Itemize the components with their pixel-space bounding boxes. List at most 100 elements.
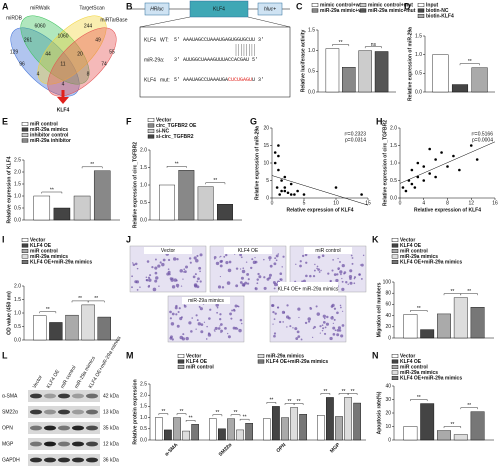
y-tick-label: 1.5: [14, 181, 21, 187]
point: [273, 161, 277, 165]
blot-band: [86, 457, 98, 463]
venn-count: 44: [45, 51, 51, 57]
cell: [225, 261, 229, 265]
point: [289, 182, 293, 186]
cell: [217, 285, 222, 289]
blot-band: [44, 425, 56, 431]
significance-bracket: [332, 44, 350, 47]
cell: [131, 286, 133, 289]
cell: [147, 276, 151, 279]
cell: [339, 270, 343, 274]
significance-label: **: [161, 409, 165, 415]
legend-label: miR-29a mimics: [400, 254, 438, 260]
cell: [185, 265, 189, 269]
blot-band: [30, 457, 42, 463]
x-tick-label: 16: [492, 200, 498, 206]
cell: [274, 257, 277, 260]
cell: [343, 271, 347, 274]
y-tick-label: 1.5: [14, 297, 21, 303]
point: [280, 179, 283, 182]
bar: [73, 195, 91, 221]
legend-label: biotin-NC: [426, 8, 449, 14]
legend-label: mimic control+wt: [320, 2, 362, 8]
cell: [219, 275, 222, 278]
cell: [340, 273, 342, 276]
significance-label: **: [339, 40, 343, 46]
cell: [225, 253, 228, 257]
cell: [227, 335, 231, 339]
fit-line: [399, 141, 496, 184]
point: [446, 165, 449, 168]
x-tick-label: 0: [271, 200, 274, 206]
cell: [246, 282, 250, 285]
y-tick-label: 1.0: [140, 415, 147, 421]
cell: [289, 325, 292, 328]
point: [296, 189, 299, 193]
y-tick-label: 20: [385, 324, 391, 330]
cell: [145, 279, 148, 281]
bar: [342, 66, 356, 93]
cell: [349, 269, 353, 273]
image-label-bg: [304, 247, 352, 254]
panel-letter: I: [2, 234, 5, 244]
bar: [81, 304, 95, 341]
legend-label: miR control: [30, 121, 58, 127]
blot-band: [86, 425, 98, 431]
image-label-bg: [182, 297, 230, 304]
legend-swatch: [21, 121, 29, 126]
y-tick-label: 1.5: [140, 404, 147, 410]
y-tick-label: 20: [263, 125, 269, 131]
cell: [159, 261, 162, 264]
bar: [178, 170, 195, 221]
significance-bracket: [266, 402, 277, 404]
cell: [274, 312, 277, 315]
cell: [206, 325, 208, 328]
y-tick-label: 0.5: [14, 324, 21, 330]
y-tick-label: 2.5: [14, 157, 21, 163]
bar: [93, 170, 111, 221]
significance-bracket: [460, 407, 478, 410]
cell: [318, 271, 321, 273]
venn-count: 11: [60, 61, 65, 67]
cell: [171, 312, 175, 316]
bar: [53, 207, 71, 221]
cell: [182, 271, 185, 273]
significance-bracket: [87, 300, 105, 303]
y-tick-label: 0.5: [14, 205, 21, 211]
stat-label: p=0.0314: [345, 137, 366, 143]
cell: [333, 273, 337, 277]
cell: [175, 283, 180, 288]
legend-label: inhibitor control: [30, 132, 69, 138]
cell: [307, 320, 311, 323]
cell: [178, 307, 181, 310]
cell: [295, 337, 299, 340]
cell: [155, 276, 159, 280]
y-tick-label: 0.0: [308, 89, 315, 95]
sequence-part: CUCUGAGU: [228, 77, 252, 83]
cell: [158, 285, 160, 287]
cell: [341, 310, 344, 312]
cell: [286, 304, 289, 307]
y-tick-label: 1.0: [415, 52, 422, 58]
cell: [229, 312, 232, 316]
image-label: Vector: [161, 248, 176, 254]
image-label-bg: [144, 247, 192, 254]
y-axis-label: Relative expression of miR-29a: [407, 27, 413, 101]
legend-label: KLF4 OE: [186, 359, 208, 365]
bar: [453, 434, 468, 441]
significance-label: **: [417, 395, 421, 401]
venn-set: [47, 27, 117, 97]
point: [434, 158, 437, 161]
cell: [309, 307, 313, 310]
image-label-bg: [278, 282, 338, 295]
blot-band: [58, 409, 70, 415]
significance-bracket: [347, 393, 358, 395]
cell: [273, 287, 276, 290]
cell: [188, 321, 192, 325]
cell: [136, 267, 139, 270]
cell: [302, 279, 306, 283]
cell: [350, 254, 353, 257]
cell: [307, 317, 311, 321]
significance-bracket: [239, 419, 250, 421]
